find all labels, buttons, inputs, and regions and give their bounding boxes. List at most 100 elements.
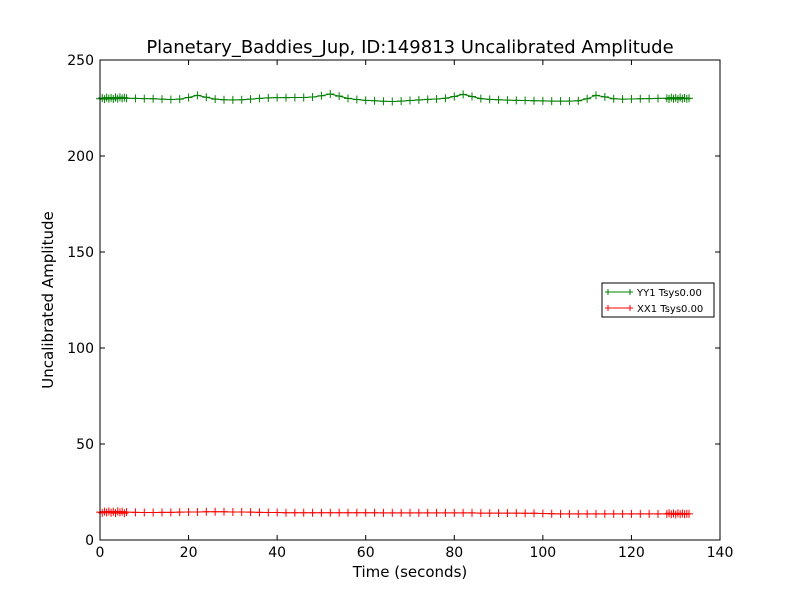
data-point <box>290 508 299 517</box>
data-point <box>184 507 193 516</box>
data-point <box>211 507 220 516</box>
data-point <box>193 91 202 100</box>
data-point <box>494 509 503 518</box>
data-point <box>618 509 627 518</box>
data-point <box>237 95 246 104</box>
data-point <box>583 94 592 103</box>
data-point <box>476 509 485 518</box>
data-point <box>388 508 397 517</box>
data-point <box>423 95 432 104</box>
data-point <box>120 93 129 102</box>
data-point <box>406 508 414 517</box>
data-point <box>149 508 158 517</box>
data-point <box>299 508 308 517</box>
x-tick-label: 140 <box>707 545 734 561</box>
data-point <box>370 96 379 105</box>
data-point <box>682 94 691 103</box>
data-point <box>547 509 556 518</box>
data-point <box>494 95 503 104</box>
data-point <box>521 96 530 105</box>
data-point <box>556 509 565 518</box>
data-point <box>361 96 370 105</box>
data-point <box>600 92 609 101</box>
data-point <box>120 509 129 518</box>
data-point <box>450 508 459 517</box>
data-point <box>255 94 264 103</box>
data-point <box>122 94 131 103</box>
data-point <box>556 97 565 106</box>
data-point <box>264 93 273 102</box>
x-tick-label: 100 <box>529 545 556 561</box>
data-point <box>468 508 476 517</box>
legend-marker <box>605 289 611 295</box>
data-point <box>468 92 476 101</box>
data-point <box>344 94 352 103</box>
y-tick-label: 0 <box>85 533 94 549</box>
data-point <box>264 508 273 517</box>
data-point <box>676 93 685 102</box>
data-point <box>379 97 388 106</box>
data-point <box>485 95 494 104</box>
data-point <box>538 96 547 105</box>
data-point <box>202 93 211 102</box>
data-point <box>512 509 521 518</box>
data-point <box>609 509 618 518</box>
data-point <box>600 509 609 518</box>
data-point <box>158 508 166 517</box>
data-point <box>361 508 370 517</box>
legend-box <box>601 282 715 318</box>
legend-marker <box>627 305 633 311</box>
x-tick-label: 80 <box>445 545 463 561</box>
data-point <box>166 508 175 517</box>
y-tick-label: 50 <box>76 437 94 453</box>
data-point <box>175 95 184 104</box>
data-point <box>131 94 140 103</box>
data-point <box>379 508 388 517</box>
data-point <box>290 93 299 102</box>
data-point <box>685 509 693 518</box>
data-point <box>645 509 654 518</box>
data-point <box>220 507 228 516</box>
data-point <box>459 90 468 99</box>
data-point <box>574 96 583 105</box>
data-point <box>111 509 120 518</box>
data-point <box>220 95 228 104</box>
data-point <box>228 95 237 104</box>
y-axis-label: Uncalibrated Amplitude <box>39 211 57 388</box>
data-point <box>565 97 574 106</box>
data-point <box>370 508 379 517</box>
data-point <box>618 95 627 104</box>
data-point <box>547 97 556 106</box>
data-point <box>673 95 682 104</box>
data-point <box>158 95 166 104</box>
data-point <box>662 94 671 103</box>
data-point <box>388 97 397 106</box>
data-point <box>485 509 494 518</box>
data-point <box>100 95 109 104</box>
data-point <box>326 508 335 517</box>
series-0 <box>96 89 693 106</box>
data-point <box>521 509 530 518</box>
legend-label: YY1 Tsys0.00 <box>636 288 702 299</box>
x-tick-label: 60 <box>357 545 375 561</box>
x-axis-label: Time (seconds) <box>352 563 468 581</box>
data-point <box>246 95 255 104</box>
data-point <box>654 509 662 518</box>
data-point <box>654 94 662 103</box>
data-point <box>308 93 317 102</box>
data-point <box>246 508 255 517</box>
data-point <box>308 508 317 517</box>
data-point <box>538 509 547 518</box>
data-point <box>414 95 423 104</box>
data-point <box>344 508 352 517</box>
series-1 <box>96 507 693 519</box>
data-point <box>592 509 600 518</box>
data-point <box>565 509 574 518</box>
data-point <box>636 509 645 518</box>
data-point <box>273 508 282 517</box>
data-point <box>282 508 290 517</box>
data-point <box>352 508 361 517</box>
x-tick-label: 40 <box>268 545 286 561</box>
data-point <box>193 507 202 516</box>
